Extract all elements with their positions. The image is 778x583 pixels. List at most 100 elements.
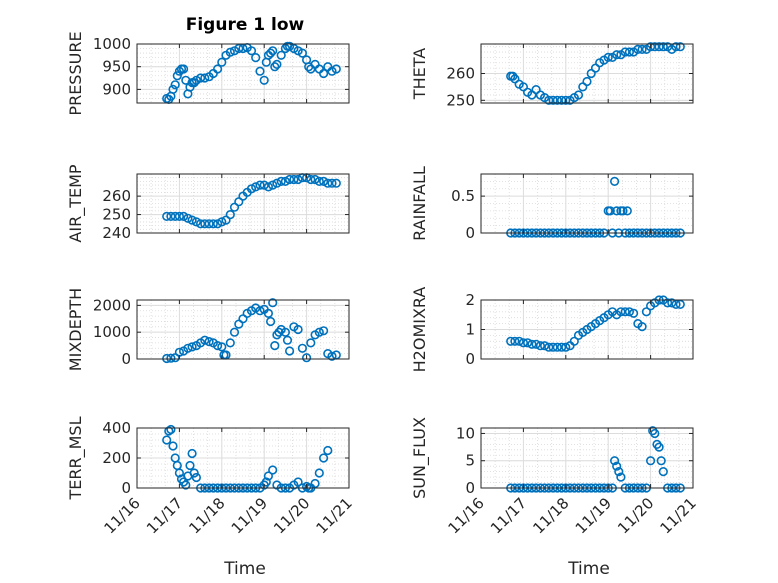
- subplot-mixdepth: 0 1000 2000 MIXDEPTH: [66, 288, 350, 371]
- data-point: [268, 46, 278, 56]
- data-point: [266, 48, 276, 58]
- data-point: [658, 467, 668, 477]
- data-point: [605, 206, 615, 216]
- data-point: [208, 219, 218, 229]
- data-point: [229, 327, 240, 337]
- data-point: [189, 468, 199, 478]
- y-tick-label: 240: [102, 224, 131, 242]
- data-point: [612, 461, 622, 471]
- data-point: [310, 478, 320, 489]
- y-tick-label: 2000: [93, 296, 131, 314]
- data-point: [280, 176, 291, 186]
- y-tick-label: 950: [102, 58, 131, 76]
- data-point: [162, 211, 172, 221]
- data-point: [263, 182, 274, 192]
- y-tick-label: 0: [465, 224, 475, 242]
- data-point: [319, 453, 329, 463]
- plot-area: [481, 428, 693, 488]
- data-point: [327, 178, 337, 188]
- data-point: [246, 46, 257, 56]
- plot-area: [137, 300, 349, 359]
- data-point: [170, 80, 180, 90]
- data-point: [637, 44, 647, 55]
- data-point: [609, 176, 620, 186]
- data-point: [297, 343, 308, 353]
- data-point: [166, 353, 176, 363]
- data-point: [667, 298, 677, 308]
- data-point: [225, 47, 235, 57]
- data-point: [650, 428, 660, 439]
- data-point: [614, 467, 624, 477]
- data-point: [616, 472, 626, 482]
- y-tick-label: 1000: [93, 35, 131, 53]
- data-point: [518, 338, 529, 348]
- data-point: [506, 336, 516, 346]
- data-point: [603, 52, 613, 63]
- data-point: [510, 336, 520, 346]
- data-point: [561, 95, 571, 105]
- data-point: [302, 481, 312, 492]
- data-point: [548, 95, 558, 105]
- data-point: [276, 176, 286, 186]
- data-point: [238, 43, 248, 54]
- y-tick-label: 400: [102, 419, 131, 437]
- data-point: [276, 50, 286, 60]
- data-point: [331, 64, 341, 74]
- y-axis-label: THETA: [410, 48, 429, 100]
- data-point: [569, 336, 579, 346]
- y-tick-label: 5: [465, 452, 475, 470]
- y-tick-label: 260: [446, 65, 475, 83]
- data-point: [624, 47, 635, 57]
- x-tick-label: 11/19: [228, 494, 271, 537]
- data-point: [263, 308, 274, 319]
- data-point: [609, 456, 620, 466]
- data-point: [225, 338, 235, 348]
- axes-box: [480, 427, 694, 489]
- data-point: [200, 335, 210, 345]
- y-tick-label: 2: [465, 291, 475, 309]
- data-point: [217, 342, 227, 352]
- data-point: [204, 337, 214, 347]
- data-point: [535, 341, 546, 351]
- data-point: [641, 307, 652, 317]
- data-point: [548, 342, 558, 352]
- y-axis-label: RAINFALL: [410, 166, 429, 241]
- x-tick-label: 11/18: [185, 494, 228, 537]
- data-point: [234, 43, 244, 54]
- data-point: [544, 95, 554, 105]
- data-point: [255, 180, 265, 190]
- y-axis-label: SUN_FLUX: [410, 417, 430, 499]
- y-tick-label: 0.5: [451, 187, 475, 205]
- data-point: [261, 477, 271, 487]
- data-point: [187, 215, 197, 225]
- data-point: [166, 211, 176, 221]
- subplot-sun-flux: 0 5 10 11/16 11/17 11/18 11/19 11/20 11/21 SUN_FL…: [410, 417, 700, 537]
- data-point: [164, 426, 174, 436]
- axes-box: [136, 299, 350, 360]
- x-tick-label: 11/17: [487, 494, 530, 537]
- y-tick-label: 250: [102, 206, 131, 224]
- data-point: [204, 219, 214, 229]
- data-point: [293, 477, 303, 487]
- data-point: [263, 471, 274, 481]
- data-point: [213, 64, 223, 74]
- data-point: [246, 184, 257, 194]
- data-point: [671, 42, 681, 52]
- data-point: [675, 299, 685, 310]
- data-point: [217, 217, 227, 227]
- x-tick-label: 11/21: [657, 494, 700, 537]
- data-point: [552, 342, 562, 352]
- y-tick-label: 250: [446, 91, 475, 109]
- x-axis-label-right: Time: [567, 559, 610, 579]
- y-tick-label: 0: [465, 479, 475, 497]
- data-point: [637, 322, 647, 332]
- subplot-theta: 250 260 THETA: [410, 42, 694, 109]
- data-point: [272, 59, 282, 70]
- data-point: [255, 66, 265, 76]
- x-axis-label-left: Time: [223, 559, 266, 579]
- data-point: [282, 335, 293, 345]
- data-point: [200, 73, 210, 83]
- data-point: [293, 324, 303, 335]
- data-point: [251, 182, 261, 192]
